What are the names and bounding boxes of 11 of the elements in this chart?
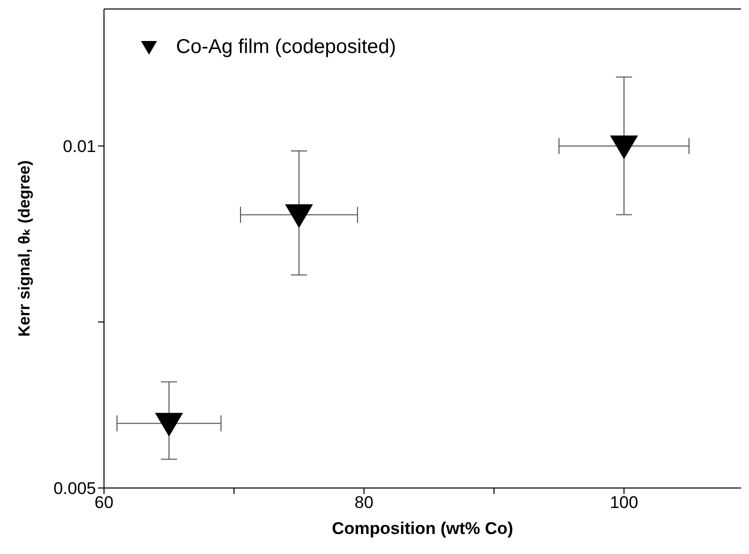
x-tick-label: 100	[610, 493, 638, 512]
point	[610, 135, 638, 160]
x-tick-label: 60	[94, 493, 114, 512]
y-tick-label: 0.01	[62, 137, 96, 156]
y-axis-title: Kerr signal, θₖ (degree)	[16, 160, 34, 337]
y-tick-label: 0.005	[53, 479, 96, 498]
point	[285, 204, 313, 228]
point	[155, 412, 183, 437]
legend-label: Co-Ag film (codeposited)	[176, 36, 396, 59]
x-tick-label: 80	[354, 493, 374, 512]
x-axis-title: Composition (wt% Co)	[332, 519, 514, 538]
